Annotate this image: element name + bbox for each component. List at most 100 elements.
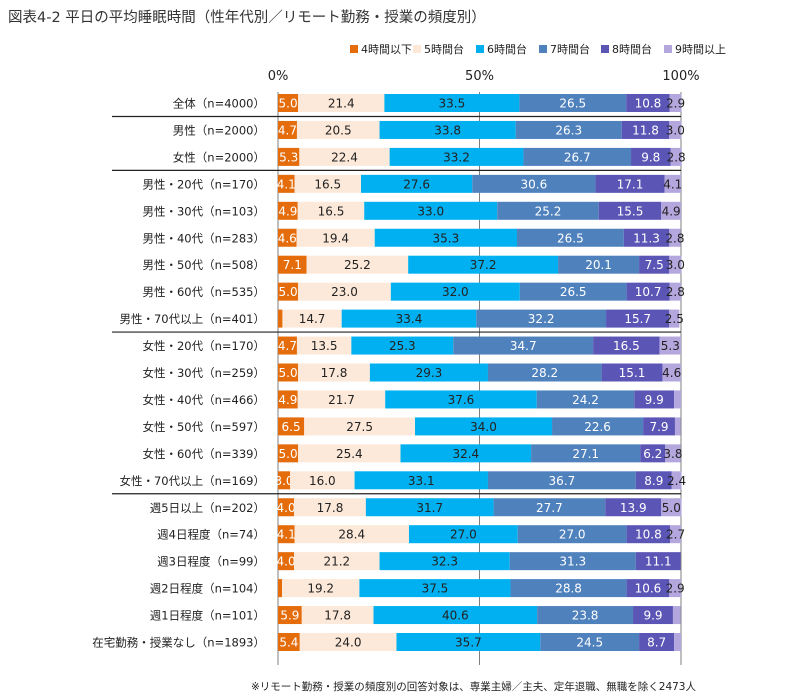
bar-segment-6-5 — [623, 228, 670, 247]
bar-segment-1-2 — [298, 94, 385, 112]
bar-segment-18-1 — [278, 552, 295, 571]
bar-segment-10-1 — [278, 336, 297, 355]
category-label-18: 週3日程度（n=99） — [157, 555, 265, 569]
bar-segment-5-5 — [598, 201, 662, 220]
data-label-15-1: 3.0 — [274, 474, 293, 488]
bar-segment-14-4 — [531, 444, 641, 463]
category-label-10: 女性・20代（n=170） — [142, 339, 265, 353]
bar-segment-16-5 — [605, 498, 662, 517]
data-label-8-5: 10.7 — [635, 285, 662, 299]
legend-label-4: 7時間台 — [550, 42, 590, 56]
category-label-1: 全体（n=4000） — [173, 97, 265, 111]
data-label-13-3: 34.0 — [470, 420, 497, 434]
bar-segment-21-3 — [396, 633, 541, 651]
legend-label-3: 6時間台 — [487, 42, 527, 56]
bar-segment-4-4 — [472, 174, 596, 193]
bar-segment-10-3 — [351, 336, 454, 355]
bar-segment-8-1 — [278, 282, 299, 301]
bar-segment-19-5 — [626, 579, 670, 598]
legend-swatch-1 — [350, 45, 358, 53]
bar-segment-17-3 — [408, 525, 518, 544]
data-label-3-3: 33.2 — [443, 150, 470, 164]
bar-segment-13-3 — [415, 417, 553, 436]
data-label-9-2: 14.7 — [299, 312, 326, 326]
bar-segment-19-2 — [282, 579, 360, 598]
bar-segment-19-4 — [510, 579, 627, 598]
data-label-8-4: 26.5 — [560, 285, 587, 299]
bar-segment-17-2 — [294, 525, 409, 544]
bar-segment-5-2 — [297, 201, 365, 220]
bar-segment-5-4 — [497, 201, 599, 220]
data-label-12-1: 4.9 — [278, 393, 297, 407]
bar-segment-15-5 — [635, 471, 672, 490]
category-label-4: 男性・20代（n=170） — [142, 177, 265, 191]
data-label-21-2: 24.0 — [335, 636, 362, 650]
data-label-9-6: 2.5 — [665, 312, 684, 326]
data-label-19-5: 10.6 — [635, 582, 662, 596]
bar-segment-10-4 — [453, 336, 594, 355]
bar-segment-9-2 — [282, 309, 342, 328]
bar-segment-11-5 — [601, 363, 663, 382]
category-labels: 全体（n=4000） 男性（n=2000） 女性（n=2000） 男性・20代（n=1… — [92, 97, 265, 650]
data-label-5-2: 16.5 — [318, 204, 345, 218]
data-label-6-3: 35.3 — [432, 231, 459, 245]
data-label-13-4: 22.6 — [584, 420, 611, 434]
data-label-8-2: 23.0 — [331, 285, 358, 299]
bar-segment-17-4 — [517, 525, 627, 544]
data-label-16-2: 17.8 — [317, 501, 344, 515]
data-label-2-5: 11.8 — [632, 123, 659, 137]
data-label-16-4: 27.7 — [536, 501, 563, 515]
data-label-13-5: 7.9 — [649, 420, 668, 434]
bar-segment-3-4 — [523, 147, 632, 166]
data-label-12-5: 9.9 — [645, 393, 664, 407]
data-label-3-1: 5.3 — [279, 150, 298, 164]
data-label-19-6: 2.9 — [666, 582, 685, 596]
data-label-21-4: 24.5 — [576, 636, 603, 650]
data-label-2-1: 4.7 — [278, 123, 297, 137]
data-label-5-3: 33.0 — [417, 204, 444, 218]
category-label-15: 女性・70代以上（n=169） — [119, 474, 265, 488]
data-label-4-6: 4.1 — [663, 177, 682, 191]
bar-segment-18-3 — [379, 552, 510, 571]
bar-segment-14-2 — [298, 444, 401, 463]
x-tick-label-0: 0% — [268, 69, 289, 84]
category-label-14: 女性・60代（n=339） — [142, 447, 265, 461]
data-label-15-3: 33.1 — [408, 474, 435, 488]
data-label-12-3: 37.6 — [448, 393, 475, 407]
legend: 4時間以下 5時間台 6時間台 7時間台 8時間台 9時間以上 — [350, 42, 726, 56]
data-label-13-1: 6.5 — [282, 420, 301, 434]
legend-label-5: 8時間台 — [612, 42, 652, 56]
x-tick-label-100: 100% — [662, 69, 699, 84]
data-label-14-5: 6.2 — [643, 447, 662, 461]
data-label-21-5: 8.7 — [647, 636, 666, 650]
bar-segment-6-3 — [374, 228, 517, 247]
bar-segment-9-3 — [341, 309, 477, 328]
data-label-4-4: 30.6 — [521, 177, 548, 191]
bars: 5.0 21.4 33.5 26.5 10.8 2.9 4.7 20.5 33.8 26.3 11.… — [274, 94, 686, 651]
data-label-10-1: 4.7 — [278, 339, 297, 353]
data-label-17-4: 27.0 — [559, 528, 586, 542]
bar-segment-15-4 — [487, 471, 636, 490]
data-label-6-5: 11.3 — [633, 231, 660, 245]
data-label-2-2: 20.5 — [325, 123, 352, 137]
data-label-18-4: 31.3 — [559, 555, 586, 569]
bar-segment-8-3 — [390, 282, 520, 301]
category-label-21: 在宅勤務・授業なし（n=1893） — [92, 636, 265, 650]
data-label-3-4: 26.7 — [564, 150, 591, 164]
bar-segment-7-6 — [669, 255, 682, 274]
data-label-8-1: 5.0 — [279, 285, 298, 299]
data-label-6-6: 2.8 — [665, 231, 684, 245]
category-label-20: 週1日程度（n=101） — [150, 609, 265, 623]
bar-segment-8-5 — [626, 282, 670, 301]
data-label-17-5: 10.8 — [635, 528, 662, 542]
category-label-19: 週2日程度（n=104） — [150, 582, 265, 596]
data-label-7-6: 3.0 — [666, 258, 685, 272]
bar-segment-19-1 — [278, 579, 283, 598]
data-label-18-3: 32.3 — [431, 555, 458, 569]
bar-segment-7-3 — [408, 255, 559, 274]
category-label-16: 週5日以上（n=202） — [150, 501, 265, 515]
data-label-7-4: 20.1 — [585, 258, 612, 272]
data-label-1-1: 5.0 — [279, 97, 298, 111]
bar-segment-14-1 — [278, 444, 299, 463]
data-label-14-3: 32.4 — [452, 447, 479, 461]
